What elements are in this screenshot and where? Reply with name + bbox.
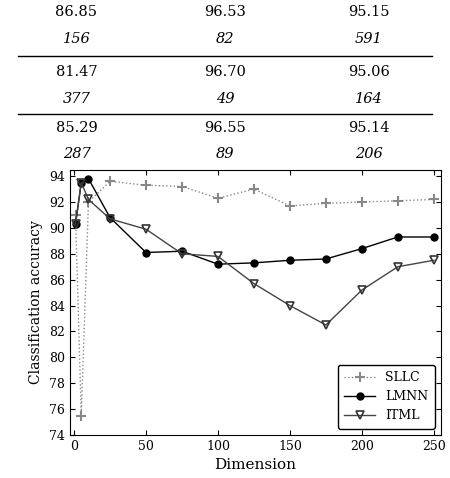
Text: 89: 89: [216, 147, 234, 161]
Text: 95.15: 95.15: [348, 5, 390, 19]
Text: 81.47: 81.47: [56, 65, 97, 79]
SLLC: [108, 178, 113, 184]
SLLC: [215, 196, 220, 201]
ITML: [251, 281, 256, 286]
Y-axis label: Classification accuracy: Classification accuracy: [29, 220, 43, 384]
LMNN: [287, 258, 292, 263]
Text: 96.55: 96.55: [204, 121, 246, 135]
Text: 49: 49: [216, 92, 234, 107]
Text: 287: 287: [63, 147, 90, 161]
Text: 86.85: 86.85: [55, 5, 98, 19]
ITML: [143, 227, 148, 232]
LMNN: [251, 260, 256, 266]
LMNN: [86, 176, 91, 182]
Legend: SLLC, LMNN, ITML: SLLC, LMNN, ITML: [338, 365, 435, 429]
Text: 96.53: 96.53: [204, 5, 246, 19]
SLLC: [395, 198, 400, 204]
SLLC: [359, 199, 364, 205]
Line: ITML: ITML: [72, 178, 438, 329]
Text: 96.70: 96.70: [204, 65, 246, 79]
SLLC: [323, 200, 328, 206]
LMNN: [73, 221, 78, 227]
Text: 82: 82: [216, 32, 234, 46]
X-axis label: Dimension: Dimension: [214, 458, 297, 472]
LMNN: [359, 246, 364, 251]
SLLC: [287, 203, 292, 209]
Text: 377: 377: [63, 92, 90, 107]
LMNN: [215, 261, 220, 267]
SLLC: [79, 413, 84, 418]
LMNN: [395, 234, 400, 240]
Text: 95.14: 95.14: [348, 121, 390, 135]
ITML: [179, 251, 184, 257]
LMNN: [143, 250, 148, 255]
Line: SLLC: SLLC: [71, 176, 439, 421]
SLLC: [73, 212, 78, 218]
Text: 164: 164: [355, 92, 383, 107]
LMNN: [108, 215, 113, 220]
SLLC: [143, 182, 148, 188]
Text: 95.06: 95.06: [348, 65, 390, 79]
ITML: [431, 258, 436, 263]
Text: 591: 591: [355, 32, 383, 46]
LMNN: [79, 180, 84, 185]
ITML: [395, 264, 400, 270]
Line: LMNN: LMNN: [72, 175, 437, 268]
ITML: [215, 253, 220, 259]
SLLC: [179, 184, 184, 189]
Text: 156: 156: [63, 32, 90, 46]
LMNN: [323, 256, 328, 262]
ITML: [108, 216, 113, 222]
SLLC: [251, 186, 256, 192]
Text: 206: 206: [355, 147, 383, 161]
LMNN: [179, 249, 184, 254]
ITML: [359, 287, 364, 293]
ITML: [287, 303, 292, 308]
SLLC: [431, 196, 436, 202]
SLLC: [86, 199, 91, 205]
LMNN: [431, 234, 436, 240]
Text: 85.29: 85.29: [56, 121, 97, 135]
ITML: [323, 322, 328, 328]
ITML: [86, 196, 91, 202]
ITML: [73, 221, 78, 227]
ITML: [79, 180, 84, 185]
